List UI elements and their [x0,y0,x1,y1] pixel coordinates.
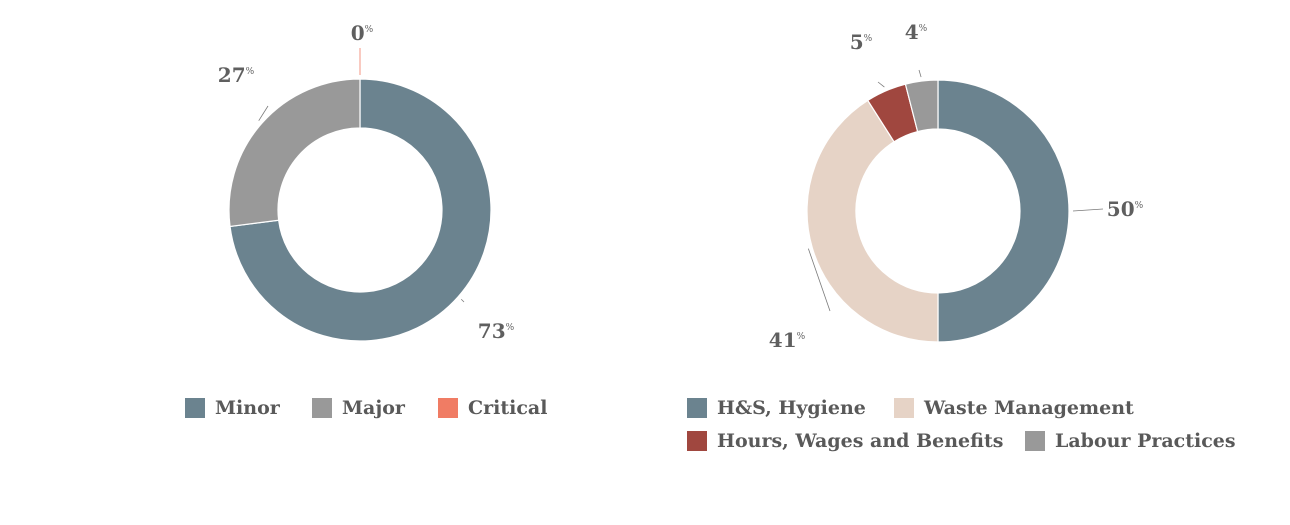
legend-item-critical[interactable]: Critical [438,397,547,419]
legend-swatch-hours-wages [687,431,707,451]
legend-label-labour-practices: Labour Practices [1055,430,1236,452]
legend-item-minor[interactable]: Minor [185,397,280,419]
slice-label-minor: 73% [478,319,515,343]
legend-swatch-minor [185,398,205,418]
slice-label-hours-wages-and-benefits: 5% [850,30,873,54]
slice-label-labour-practices: 4% [905,20,928,44]
slice-label-critical: 0% [351,21,374,45]
legend-item-hs-hygiene[interactable]: H&S, Hygiene [687,397,866,419]
slice-labour-practices[interactable] [904,79,939,133]
legend-item-labour-practices[interactable]: Labour Practices [1025,430,1236,452]
slice-waste-management[interactable] [806,99,939,343]
slice-major[interactable] [228,78,361,228]
legend-label-hours-wages: Hours, Wages and Benefits [717,430,1004,452]
legend-item-major[interactable]: Major [312,397,405,419]
slice-h-s-hygiene[interactable] [937,79,1070,343]
legend-label-hs-hygiene: H&S, Hygiene [717,397,866,419]
legend-label-waste-management: Waste Management [924,397,1134,419]
leader-line-waste-management [807,248,831,312]
legend-swatch-waste-management [894,398,914,418]
legend-label-minor: Minor [215,397,280,419]
slice-label-waste-management: 41% [769,328,806,352]
slice-label-major: 27% [218,63,255,87]
legend-swatch-labour-practices [1025,431,1045,451]
slice-minor[interactable] [229,78,492,342]
legend-swatch-major [312,398,332,418]
leader-line-h-s-hygiene [1072,208,1104,212]
legend-item-hours-wages[interactable]: Hours, Wages and Benefits [687,430,1003,452]
severity-donut-chart: 73% 27% 0% [218,21,515,343]
leader-line-major [258,105,269,121]
legend-label-critical: Critical [468,397,548,419]
leader-line-hours-wages-and-benefits [877,81,885,88]
legend-swatch-critical [438,398,458,418]
legend-item-waste-management[interactable]: Waste Management [894,397,1134,419]
slice-label-h-s-hygiene: 50% [1107,197,1144,221]
legend-swatch-hs-hygiene [687,398,707,418]
leader-line-minor [460,298,465,303]
category-donut-chart: 50% 41% 5% 4% [769,20,1144,352]
leader-line-labour-practices [918,69,922,78]
legend-label-major: Major [342,397,405,419]
